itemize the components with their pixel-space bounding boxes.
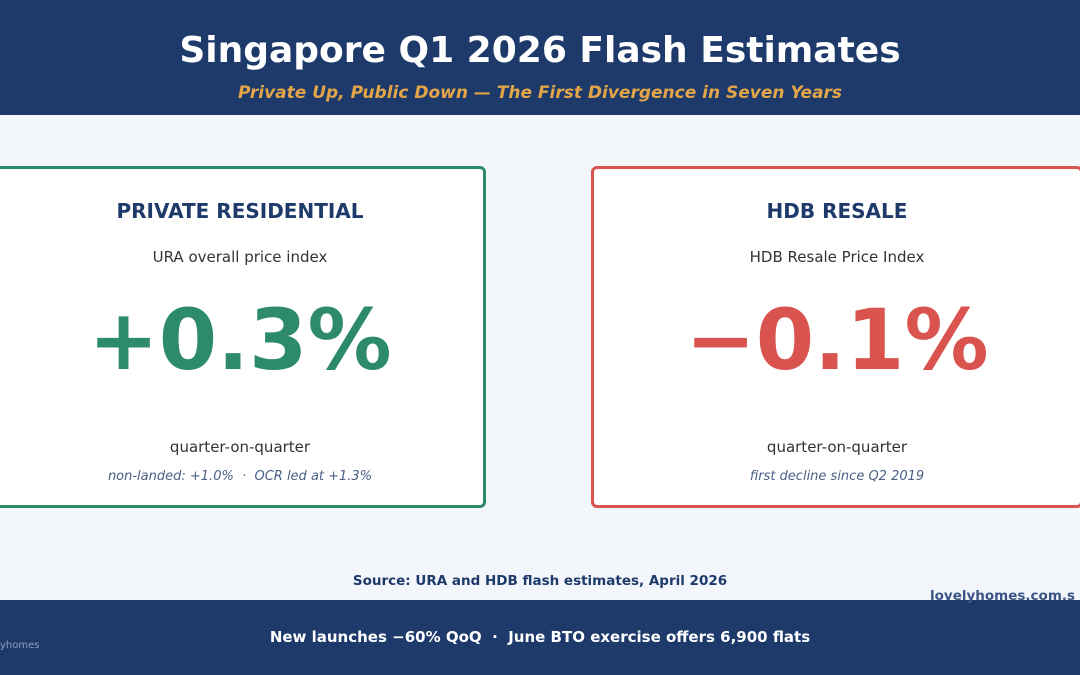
card-hdb: HDB RESALE HDB Resale Price Index −0.1% … xyxy=(591,166,1080,508)
header-band xyxy=(0,0,1080,115)
card-period: quarter-on-quarter xyxy=(766,438,908,456)
subtitle: Private Up, Public Down — The First Dive… xyxy=(237,83,843,103)
card-value: +0.3% xyxy=(88,291,392,389)
card-heading: PRIVATE RESIDENTIAL xyxy=(116,199,364,223)
brand: yhomes xyxy=(0,640,40,651)
card-index: HDB Resale Price Index xyxy=(749,248,925,266)
footer-band xyxy=(0,600,1080,675)
title: Singapore Q1 2026 Flash Estimates xyxy=(179,30,901,71)
source: Source: URA and HDB flash estimates, Apr… xyxy=(352,573,728,589)
card-period: quarter-on-quarter xyxy=(169,438,311,456)
card-heading: HDB RESALE xyxy=(766,199,908,223)
card-value: −0.1% xyxy=(685,291,989,389)
card-note: first decline since Q2 2019 xyxy=(749,469,925,484)
card-private: PRIVATE RESIDENTIAL URA overall price in… xyxy=(0,166,486,508)
card-index: URA overall price index xyxy=(152,248,328,266)
watermark: lovelyhomes.com.s xyxy=(930,588,1076,604)
footer-text: New launches −60% QoQ · June BTO exercis… xyxy=(269,628,811,646)
card-note: non-landed: +1.0% · OCR led at +1.3% xyxy=(107,469,373,484)
